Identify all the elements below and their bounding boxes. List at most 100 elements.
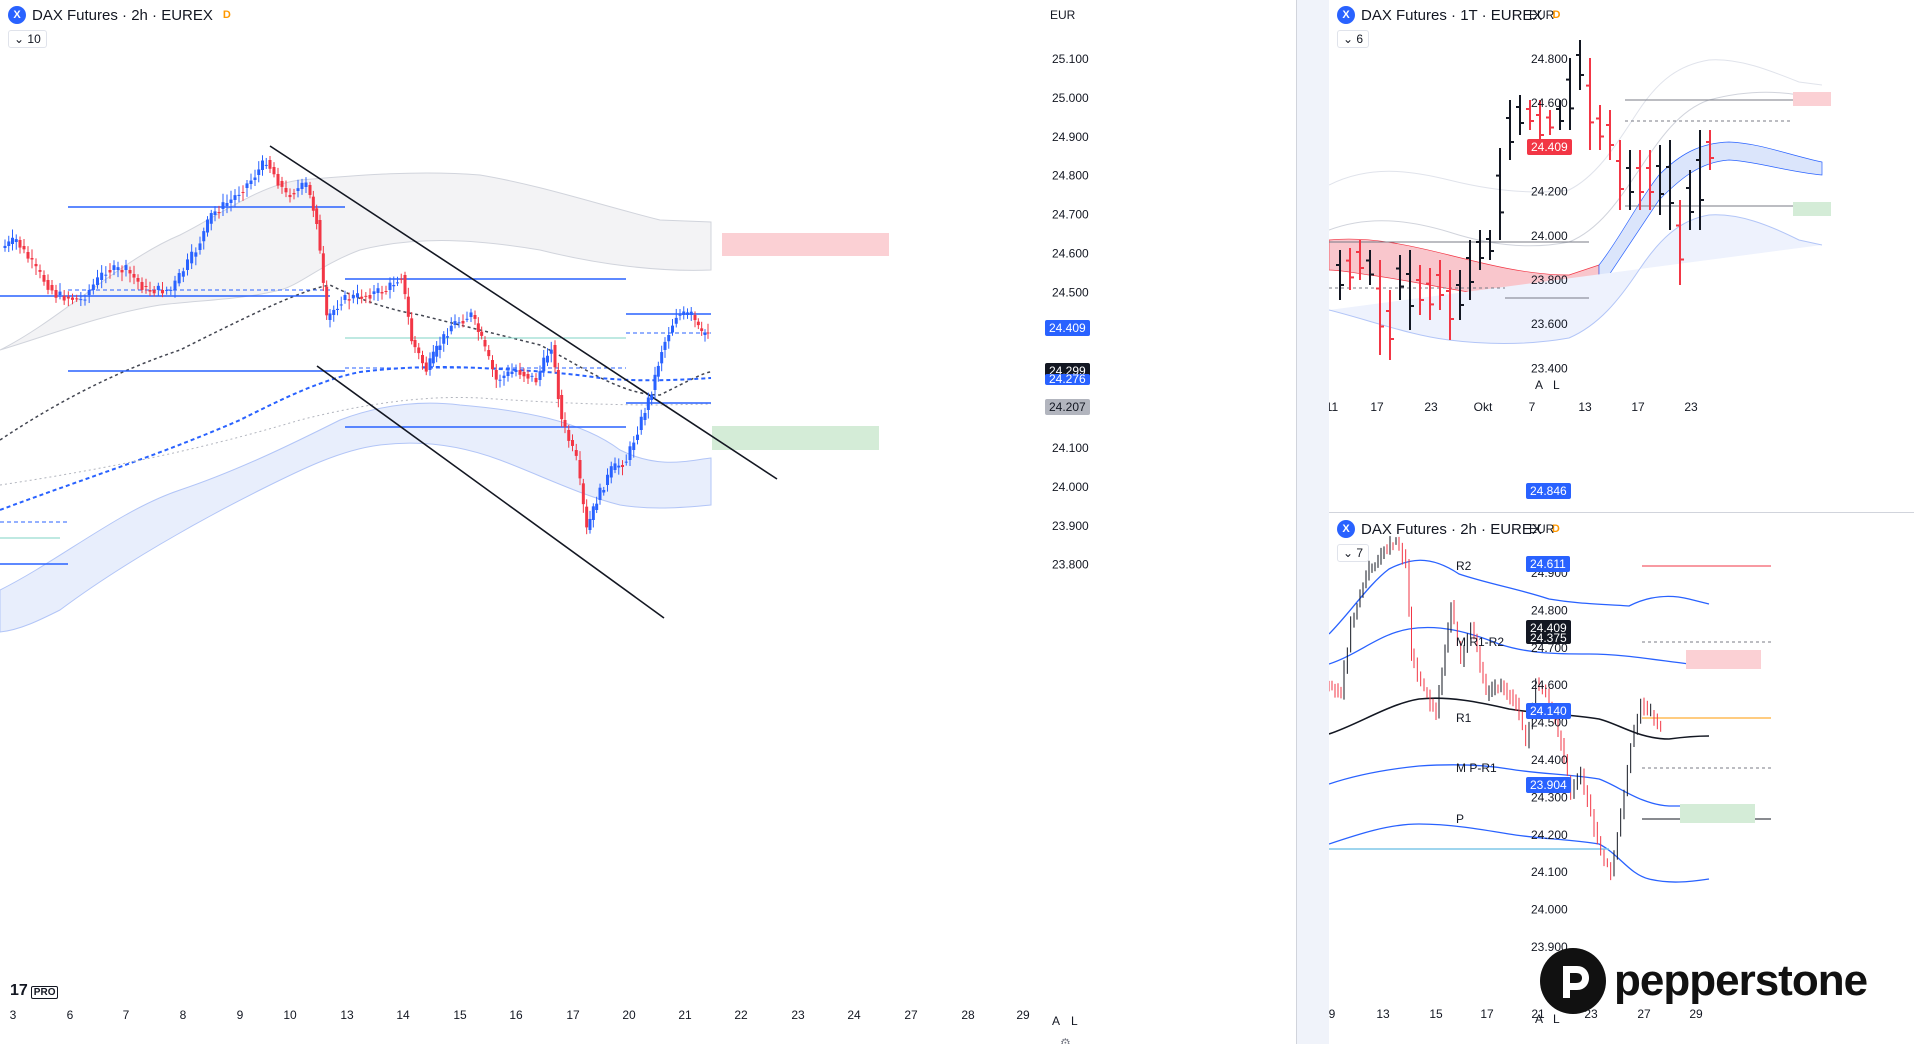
candle-body	[449, 325, 453, 332]
candle-body	[553, 345, 557, 368]
resistance-zone[interactable]	[1793, 92, 1831, 106]
time-tick-label: 15	[1429, 1007, 1443, 1021]
currency-label[interactable]: EUR	[1529, 8, 1555, 22]
time-tick-label: 17	[1480, 1007, 1494, 1021]
candle-body	[42, 275, 46, 282]
indicator-toggle[interactable]: ⌄ 10	[8, 30, 47, 48]
candle-body	[421, 355, 424, 364]
ma2-price-tag: 24.276	[1045, 373, 1090, 385]
tr-title[interactable]: DAX Futures · 1T · EUREX	[1361, 6, 1543, 24]
price-tick-label: 24.100	[1531, 865, 1568, 879]
candle-body	[292, 193, 296, 195]
candle-body	[453, 321, 457, 325]
candle-body	[272, 167, 276, 175]
candle-body	[542, 357, 546, 372]
time-axis[interactable]: 3 6 7 8 9 10 13 14 15 16 17 20 21 22 23 24 27 28 29	[10, 1008, 1030, 1022]
candle-body	[595, 503, 599, 510]
candle-body	[30, 258, 34, 260]
candle-body	[581, 483, 585, 505]
candle-body	[588, 518, 592, 530]
price-tick-label: 24.700	[1531, 641, 1568, 655]
candle-body	[165, 289, 169, 291]
pivot-label: R2	[1456, 559, 1472, 573]
symbol-icon: X	[1337, 520, 1355, 538]
candle-body	[280, 181, 284, 187]
main-legend[interactable]: X DAX Futures · 2h · EUREX D	[8, 6, 235, 24]
time-tick-label: 28	[961, 1008, 975, 1022]
indicator-toggle[interactable]: ⌄ 6	[1337, 30, 1370, 48]
price-tick-label: 24.200	[1531, 828, 1568, 842]
time-tick-label: 21	[678, 1008, 692, 1022]
time-axis[interactable]: 11 17 23 Okt 7 13 17 23	[1329, 400, 1698, 414]
candle-body	[268, 160, 272, 169]
price-axis[interactable]: 24.80024.60024.40024.20024.00023.80023.6…	[1531, 52, 1568, 375]
candle-body	[526, 374, 530, 379]
tr-legend[interactable]: X DAX Futures · 1T · EUREX D	[1337, 6, 1564, 24]
candle-body	[217, 212, 221, 214]
candle-body	[58, 291, 62, 295]
candle-body	[567, 430, 571, 441]
br-legend[interactable]: X DAX Futures · 2h · EUREX D	[1337, 520, 1564, 538]
auto-scale-button[interactable]: A	[1535, 1012, 1544, 1026]
candle-body	[148, 290, 152, 292]
candle-body	[522, 372, 526, 377]
candle-body	[14, 239, 18, 242]
currency-label[interactable]: EUR	[1050, 8, 1076, 22]
price-tick-label: 24.800	[1531, 52, 1568, 66]
main-chart-canvas[interactable]: 25.100 25.000 24.900 24.800 24.700 24.600 24.5…	[0, 0, 1296, 1044]
time-tick-label: 3	[10, 1008, 17, 1022]
candle-body	[96, 277, 99, 285]
currency-label[interactable]: EUR	[1529, 522, 1555, 536]
candle-body	[376, 288, 380, 293]
candle-body	[328, 313, 332, 320]
resistance-zone[interactable]	[1686, 650, 1761, 669]
log-scale-button[interactable]: L	[1553, 378, 1560, 392]
pepperstone-mark-icon	[1540, 948, 1606, 1014]
candle-body	[624, 461, 628, 463]
resistance-zone[interactable]	[722, 233, 889, 256]
candle-body	[476, 323, 480, 332]
main-chart-pane[interactable]: X DAX Futures · 2h · EUREX D ⌄ 10 EUR	[0, 0, 1297, 1044]
candle-body	[38, 270, 42, 272]
daily-chart-pane[interactable]: X DAX Futures · 1T · EUREX D ⌄ 6 EUR 24.…	[1329, 0, 1914, 513]
candle-body	[229, 199, 233, 203]
auto-scale-button[interactable]: A	[1052, 1014, 1061, 1028]
indicator-toggle[interactable]: ⌄ 7	[1337, 544, 1370, 562]
channel-upper-line[interactable]	[269, 145, 778, 480]
settings-icon[interactable]: ⚙	[1060, 1036, 1071, 1044]
price-axis[interactable]: 25.100 25.000 24.900 24.800 24.700 24.600 24.5…	[1052, 52, 1089, 572]
intraday-chart-pane[interactable]: X DAX Futures · 2h · EUREX D ⌄ 7 EUR 24.…	[1329, 514, 1914, 1044]
candle-body	[173, 280, 177, 290]
tradingview-logo[interactable]: 17 PRO	[10, 982, 59, 1000]
candle-body	[706, 332, 710, 334]
br-title[interactable]: DAX Futures · 2h · EUREX	[1361, 520, 1542, 538]
time-tick-label: 9	[237, 1008, 244, 1022]
candle-body	[209, 213, 213, 224]
support-zone[interactable]	[1793, 202, 1831, 216]
support-zone[interactable]	[712, 426, 879, 450]
candle-body	[435, 345, 439, 357]
main-title[interactable]: DAX Futures · 2h · EUREX	[32, 6, 213, 24]
candle-body	[457, 322, 461, 324]
candle-body	[591, 506, 595, 520]
candle-body	[202, 231, 206, 242]
log-scale-button[interactable]: L	[1071, 1014, 1078, 1028]
channel-lower-line[interactable]	[316, 365, 665, 619]
tag-band-mid-lower: 24.140	[1526, 703, 1571, 719]
candle-body	[480, 331, 484, 336]
candle-body	[46, 280, 50, 290]
candle-body	[598, 487, 602, 500]
candle-body	[514, 369, 518, 372]
support-zone[interactable]	[1680, 804, 1755, 823]
candle-body	[284, 188, 288, 193]
candle-body	[300, 182, 304, 189]
candle-body	[62, 295, 66, 301]
tag-vwap: 24.375	[1526, 632, 1571, 644]
daily-chart-canvas[interactable]: 24.80024.60024.40024.20024.00023.80023.6…	[1329, 0, 1914, 512]
candle-body	[308, 185, 312, 195]
candle-body	[546, 355, 549, 363]
time-tick-label: 16	[509, 1008, 523, 1022]
auto-scale-button[interactable]: A	[1535, 378, 1544, 392]
log-scale-button[interactable]: L	[1553, 1012, 1560, 1026]
candle-body	[473, 315, 477, 319]
